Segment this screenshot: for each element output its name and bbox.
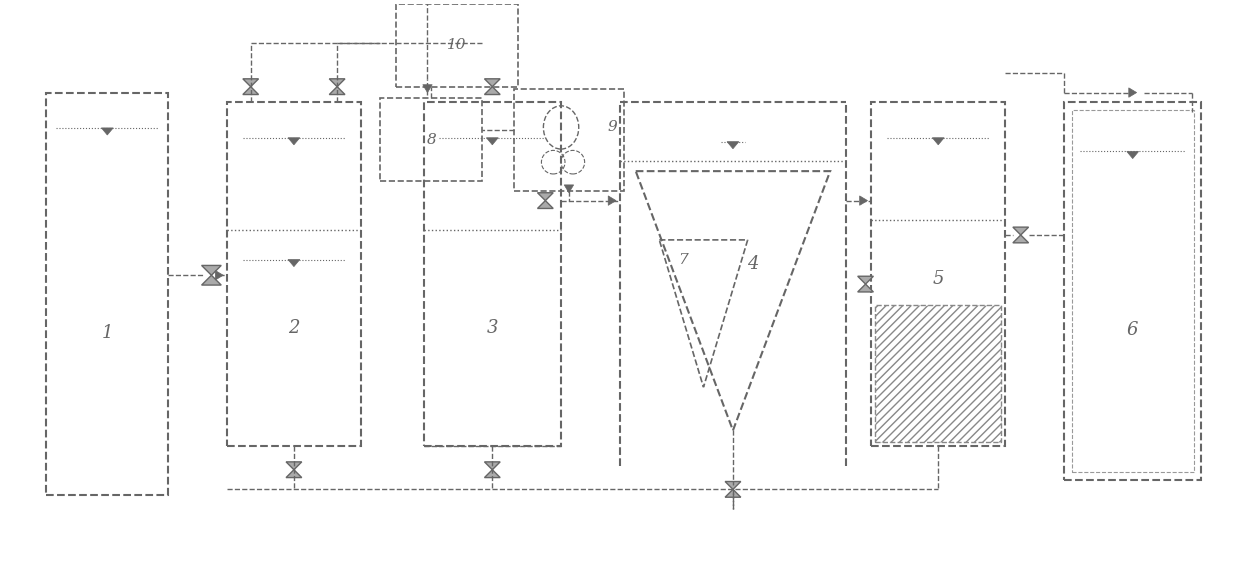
Polygon shape xyxy=(485,79,500,87)
Polygon shape xyxy=(608,196,616,205)
Polygon shape xyxy=(859,196,868,205)
Text: 4: 4 xyxy=(746,255,759,273)
Polygon shape xyxy=(288,260,300,266)
Text: 5: 5 xyxy=(932,270,944,288)
Text: 10: 10 xyxy=(448,38,466,53)
Bar xyxy=(872,102,1004,446)
Bar xyxy=(396,4,518,87)
Polygon shape xyxy=(102,128,113,135)
Bar xyxy=(513,88,624,191)
Text: 9: 9 xyxy=(608,120,618,135)
Polygon shape xyxy=(330,79,345,87)
Text: 1: 1 xyxy=(102,324,113,342)
Polygon shape xyxy=(1128,88,1137,97)
Polygon shape xyxy=(485,462,500,470)
Bar xyxy=(424,102,560,446)
Polygon shape xyxy=(286,462,301,470)
Polygon shape xyxy=(858,284,873,292)
Text: 6: 6 xyxy=(1127,321,1138,339)
Polygon shape xyxy=(537,192,553,201)
Polygon shape xyxy=(858,276,873,284)
Polygon shape xyxy=(537,201,553,209)
Polygon shape xyxy=(1013,235,1029,243)
Polygon shape xyxy=(485,470,500,477)
Polygon shape xyxy=(202,275,221,285)
Polygon shape xyxy=(932,138,944,145)
Polygon shape xyxy=(725,490,740,497)
Polygon shape xyxy=(1013,227,1029,235)
Polygon shape xyxy=(243,79,259,87)
Bar xyxy=(875,305,1001,442)
Polygon shape xyxy=(725,481,740,490)
Bar xyxy=(46,92,169,495)
Polygon shape xyxy=(423,85,433,92)
Polygon shape xyxy=(216,271,223,280)
Polygon shape xyxy=(243,87,259,95)
Bar xyxy=(1064,102,1202,480)
Polygon shape xyxy=(202,265,221,275)
Bar xyxy=(381,98,482,181)
Polygon shape xyxy=(485,87,500,95)
Polygon shape xyxy=(330,87,345,95)
Text: 2: 2 xyxy=(288,319,300,338)
Text: 7: 7 xyxy=(678,253,688,266)
Text: 3: 3 xyxy=(486,319,498,338)
Bar xyxy=(227,102,361,446)
Polygon shape xyxy=(286,470,301,477)
Bar xyxy=(1071,110,1194,472)
Text: 8: 8 xyxy=(427,133,436,147)
Polygon shape xyxy=(727,142,739,149)
Polygon shape xyxy=(486,138,498,145)
Polygon shape xyxy=(1127,151,1138,158)
Polygon shape xyxy=(288,138,300,145)
Polygon shape xyxy=(564,185,574,192)
